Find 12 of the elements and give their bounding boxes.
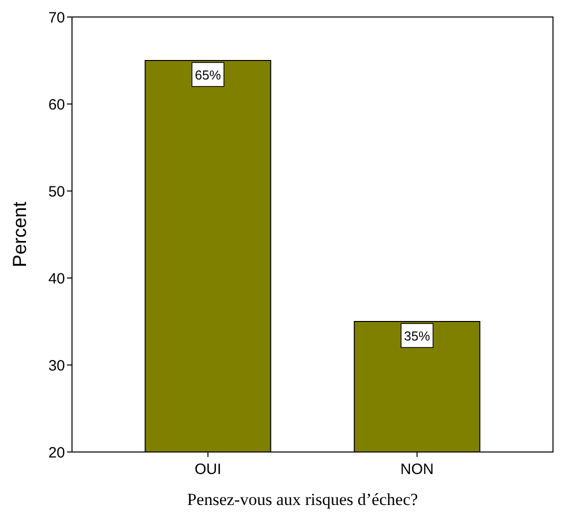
data-label: 35% [404,328,431,344]
y-tick-label: 30 [48,357,65,374]
x-tick-label: NON [400,461,434,478]
y-tick-label: 70 [48,9,65,26]
x-axis-title: Pensez-vous aux risques d’échec? [187,490,418,509]
y-tick-label: 60 [48,96,65,114]
y-axis-title: Percent [10,201,31,268]
y-tick-label: 20 [48,444,65,462]
y-tick-label: 50 [48,183,65,200]
y-tick-label: 40 [48,270,65,288]
x-tick-label: OUI [194,461,222,478]
data-label: 65% [194,68,222,82]
